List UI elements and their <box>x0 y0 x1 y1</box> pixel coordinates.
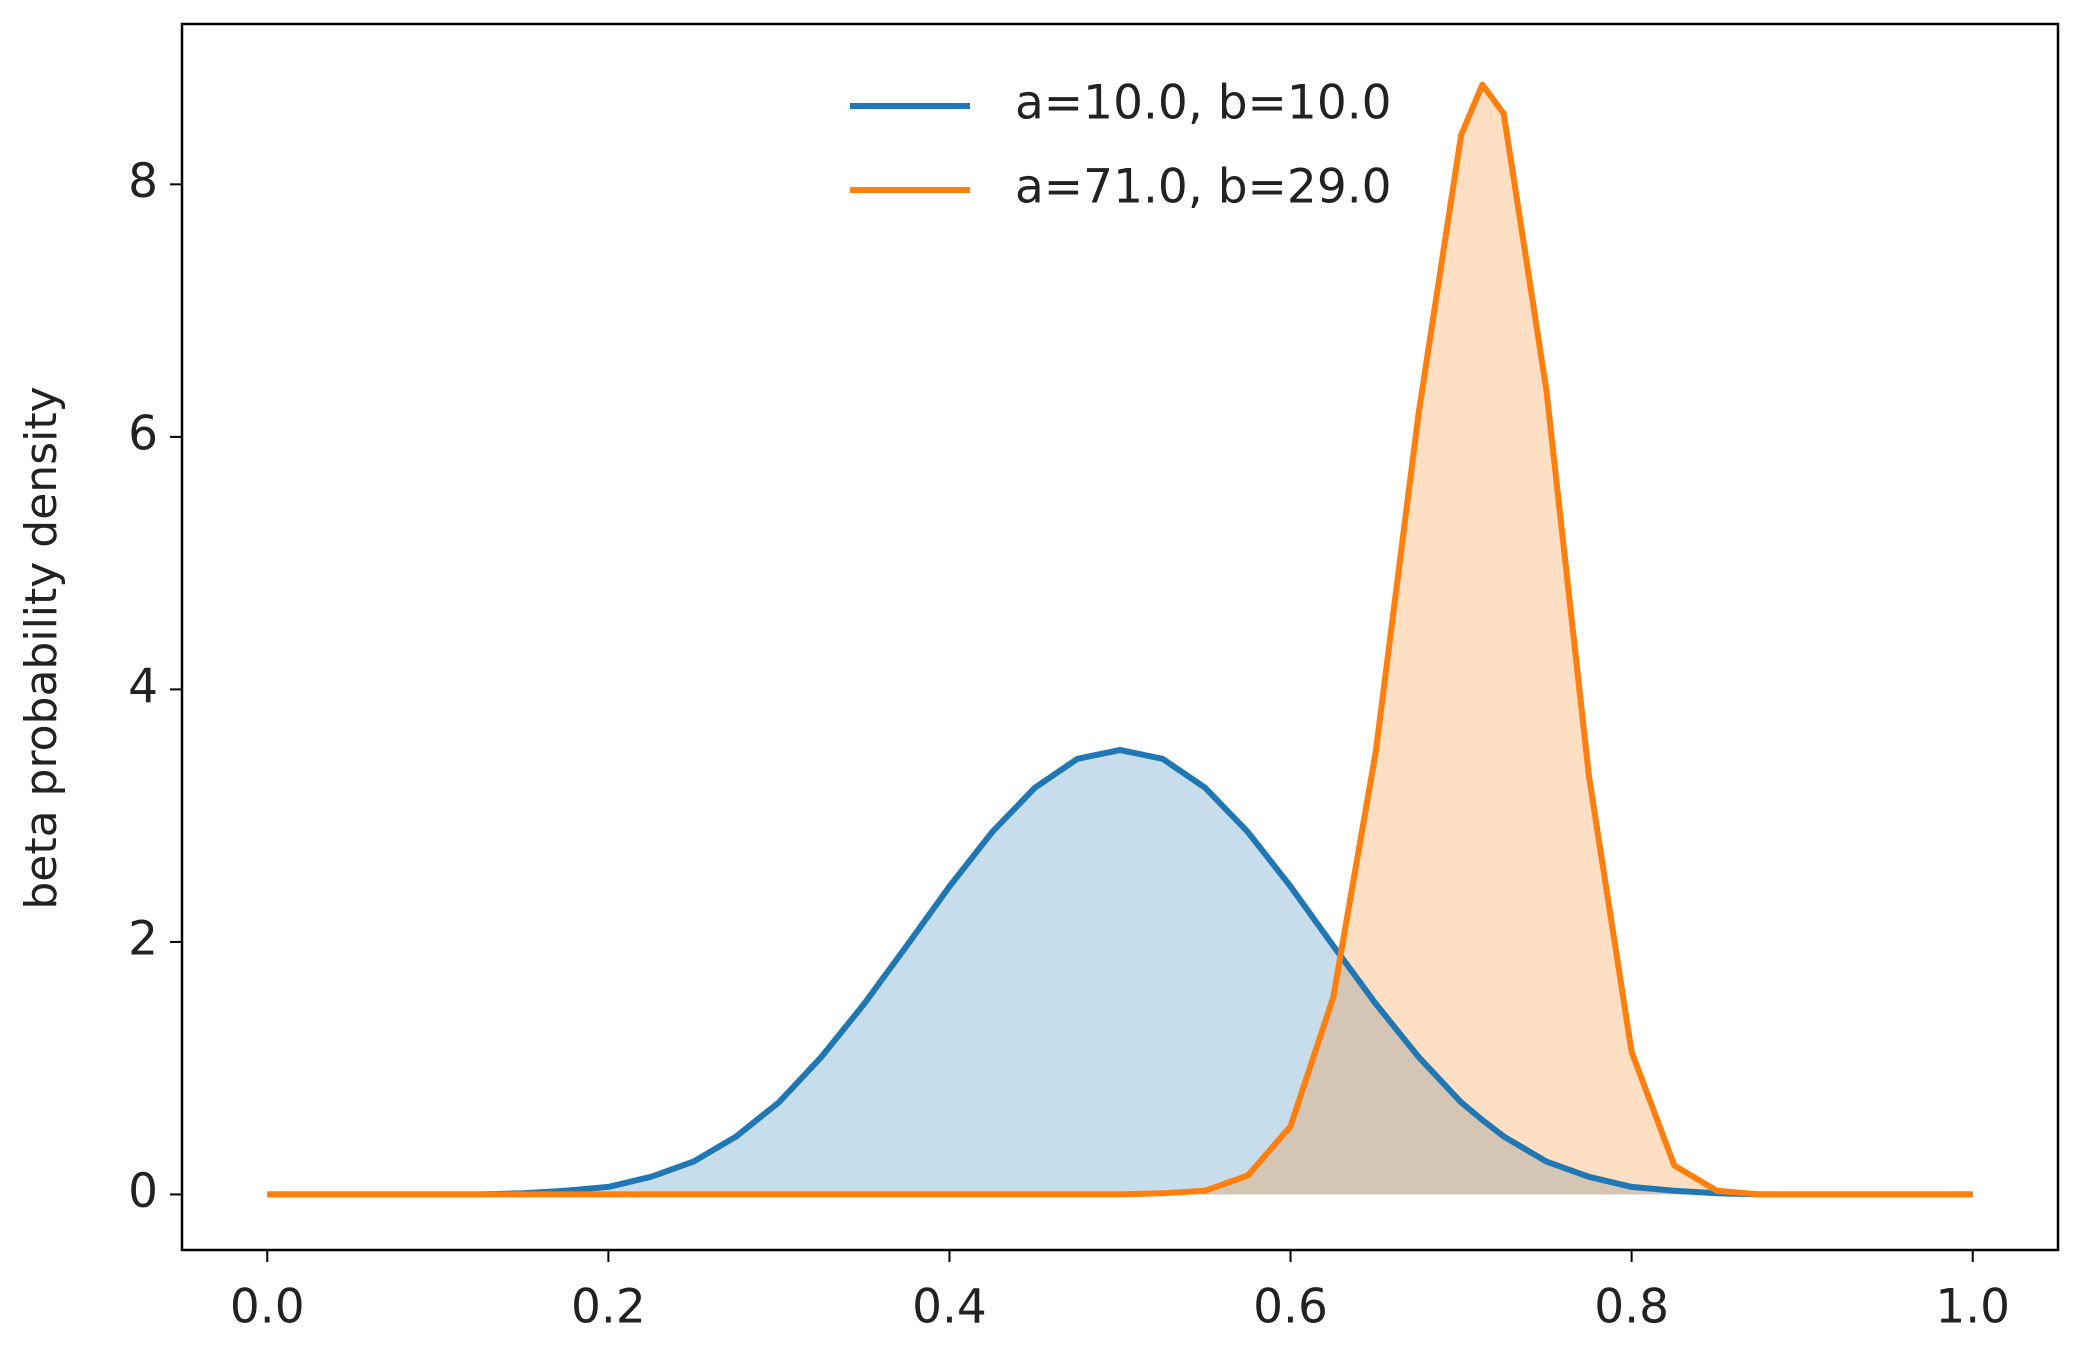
line <box>267 747 1973 1198</box>
y-axis-label: beta probability density <box>16 386 67 909</box>
axes-frame <box>180 22 2060 1252</box>
x-tick-label: 0.8 <box>1594 1280 1669 1335</box>
y-tick-label: 8 <box>128 154 158 209</box>
x-tick-label: 0.0 <box>230 1280 305 1335</box>
x-tick-label: 0.4 <box>912 1280 987 1335</box>
legend-label: a=10.0, b=10.0 <box>1015 76 1392 131</box>
x-tick-label: 0.2 <box>571 1280 646 1335</box>
x-tick-label: 0.6 <box>1253 1280 1328 1335</box>
area-fill <box>267 84 1973 1195</box>
y-tick-label: 4 <box>128 659 158 714</box>
y-tick-label: 6 <box>128 406 158 461</box>
y-tick-label: 0 <box>128 1164 158 1219</box>
y-tick-label: 2 <box>128 911 158 966</box>
x-tick-label: 1.0 <box>1935 1280 2010 1335</box>
line <box>267 81 1973 1198</box>
legend-label: a=71.0, b=29.0 <box>1015 160 1392 215</box>
area-fill <box>267 750 1973 1195</box>
